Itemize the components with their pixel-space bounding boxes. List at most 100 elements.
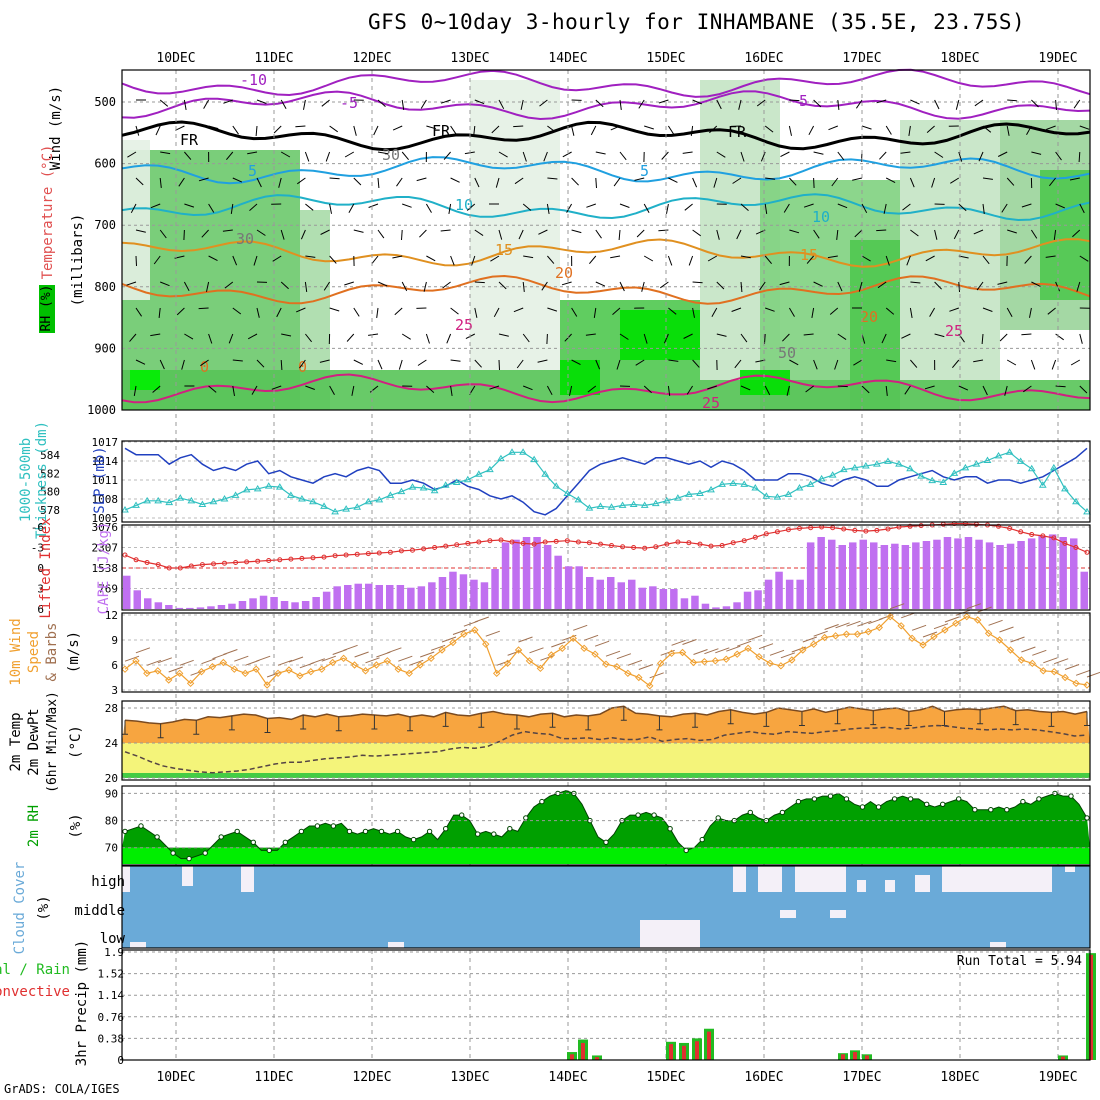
- wind10m-barb: [146, 659, 162, 666]
- contour-label-17: 0: [200, 358, 209, 376]
- li-marker: [255, 558, 261, 564]
- wind-barb: [858, 281, 863, 292]
- wind-barb: [135, 177, 144, 186]
- cloud-tick-high: high: [91, 874, 125, 890]
- wind10m-marker: [274, 669, 282, 678]
- rh2m-marker: [186, 855, 192, 862]
- li-marker: [774, 529, 780, 535]
- thickness-marker: [187, 496, 196, 504]
- wind10m-marker: [722, 655, 730, 663]
- precip-tick-1.9: 1.9: [104, 946, 124, 959]
- wind10m-marker: [219, 658, 228, 667]
- wind-barb: [1076, 281, 1081, 292]
- wind-barb: [498, 99, 505, 110]
- cape-bar: [828, 539, 836, 609]
- wind10m-marker: [525, 657, 534, 665]
- wind-barb: [958, 281, 960, 293]
- wind10m-marker: [580, 644, 588, 653]
- rh-shade-9: [900, 120, 1000, 410]
- wind-barb: [522, 333, 530, 343]
- wind-barb: [881, 333, 887, 344]
- wind-barb: [446, 333, 452, 344]
- wind10m-barb: [737, 640, 752, 647]
- wind-barb: [232, 125, 239, 135]
- wind-barb: [1070, 359, 1081, 366]
- wind-barb: [610, 255, 621, 259]
- wind10m-marker: [973, 616, 982, 624]
- wind-barb: [779, 281, 790, 286]
- wind-barb: [707, 255, 718, 262]
- wind-barb: [1026, 125, 1032, 135]
- wind-barb: [1069, 177, 1080, 181]
- rh-legend-swatch: [39, 285, 55, 333]
- rh2m-marker: [539, 798, 545, 805]
- wind-barb: [133, 385, 137, 396]
- wind-barb: [806, 255, 814, 264]
- wind-barb: [160, 281, 170, 287]
- li-marker: [708, 543, 714, 549]
- li-marker: [376, 550, 382, 556]
- li-marker: [686, 540, 692, 546]
- wind10m-barb: [124, 655, 140, 662]
- rh2m-tick-80: 80: [105, 815, 118, 828]
- wind-barb: [155, 125, 161, 136]
- li-tick-0: 0: [37, 562, 44, 575]
- wind-barb: [616, 359, 621, 370]
- wind-barb: [222, 229, 233, 232]
- li-marker: [575, 539, 581, 545]
- wind-barb: [490, 255, 500, 262]
- cape-bar: [207, 606, 215, 609]
- wind-barb: [208, 255, 218, 262]
- wind-barb: [610, 125, 621, 131]
- wind-barb: [224, 281, 234, 289]
- wind-barb: [183, 281, 190, 292]
- wind-barb: [543, 151, 548, 162]
- cape-bar: [333, 586, 341, 609]
- cape-bar: [165, 605, 173, 609]
- wind-barb: [595, 359, 601, 370]
- cape-bar: [291, 602, 299, 609]
- wind-barb: [738, 99, 742, 110]
- contour-label-3: FR: [180, 131, 199, 149]
- wind-barb: [547, 177, 558, 180]
- cape-bar: [438, 577, 447, 609]
- wind10m-barb: [813, 630, 828, 637]
- wind-barb: [230, 203, 234, 214]
- wind-barb: [353, 307, 360, 317]
- wind-barb: [208, 385, 217, 393]
- thickness-marker: [220, 495, 229, 502]
- wind-barb: [1006, 307, 1013, 317]
- wind10m-marker: [132, 657, 140, 665]
- rh2m-marker: [443, 826, 449, 832]
- rh2m-marker: [491, 831, 497, 837]
- cape-bar: [859, 539, 867, 609]
- wind-barb: [997, 151, 1008, 157]
- wind-barb: [900, 151, 911, 154]
- wind-barb: [450, 307, 459, 315]
- cape-bar: [754, 590, 762, 609]
- wind-barb: [910, 229, 919, 237]
- wind-barb: [150, 333, 161, 337]
- wind-barb: [837, 385, 848, 388]
- rh2m-marker: [410, 836, 417, 843]
- wind-barb: [425, 333, 430, 344]
- wind-barb: [813, 229, 820, 239]
- wind-barb: [852, 177, 863, 181]
- wind10m-label-b: Speed: [26, 631, 42, 673]
- precip-tick-0.76: 0.76: [98, 1011, 125, 1024]
- thickness-marker: [828, 471, 837, 478]
- wind10m-barb: [901, 612, 916, 619]
- rh2m-marker: [907, 796, 914, 802]
- wind10m-marker: [197, 667, 206, 676]
- wind10m-barb: [441, 636, 457, 643]
- wind-barb: [329, 255, 337, 264]
- pressure-tick-1000: 1000: [87, 403, 116, 417]
- wind-barb: [764, 255, 772, 265]
- wind-barb: [663, 333, 669, 344]
- cloud-gap-6: [857, 880, 866, 892]
- wind-barb: [353, 229, 364, 233]
- cloud-gap-1: [182, 866, 193, 886]
- wind-barb: [709, 125, 718, 134]
- thickness-marker: [983, 456, 992, 463]
- wind-barb: [909, 307, 913, 318]
